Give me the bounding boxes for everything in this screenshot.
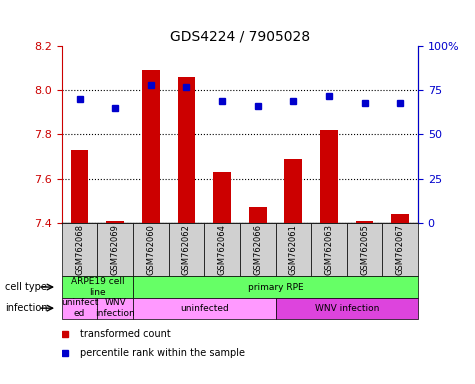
Text: GSM762063: GSM762063 — [324, 224, 333, 275]
Bar — [240, 223, 276, 276]
Bar — [276, 223, 311, 276]
Bar — [204, 223, 240, 276]
Bar — [71, 150, 88, 223]
Text: GSM762068: GSM762068 — [75, 224, 84, 275]
Text: uninfect
ed: uninfect ed — [61, 298, 98, 318]
Bar — [62, 276, 133, 298]
Text: cell type: cell type — [5, 282, 47, 292]
Text: GSM762065: GSM762065 — [360, 224, 369, 275]
Text: GSM762064: GSM762064 — [218, 224, 227, 275]
Text: GSM762061: GSM762061 — [289, 224, 298, 275]
Bar — [169, 223, 204, 276]
Bar — [142, 70, 160, 223]
Text: transformed count: transformed count — [80, 329, 171, 339]
Bar — [391, 214, 409, 223]
Bar — [285, 159, 302, 223]
Bar — [356, 220, 373, 223]
Text: percentile rank within the sample: percentile rank within the sample — [80, 348, 245, 358]
Bar — [178, 77, 195, 223]
Bar — [97, 298, 133, 319]
Bar — [133, 276, 418, 298]
Text: GSM762060: GSM762060 — [146, 224, 155, 275]
Text: GSM762067: GSM762067 — [396, 224, 405, 275]
Text: primary RPE: primary RPE — [247, 283, 304, 291]
Bar — [133, 298, 276, 319]
Bar — [133, 223, 169, 276]
Text: GSM762069: GSM762069 — [111, 224, 120, 275]
Bar — [347, 223, 382, 276]
Text: ARPE19 cell
line: ARPE19 cell line — [71, 277, 124, 297]
Bar — [106, 220, 124, 223]
Bar — [249, 207, 266, 223]
Text: uninfected: uninfected — [180, 304, 228, 313]
Title: GDS4224 / 7905028: GDS4224 / 7905028 — [170, 30, 310, 43]
Bar — [382, 223, 418, 276]
Text: GSM762062: GSM762062 — [182, 224, 191, 275]
Text: infection: infection — [5, 303, 47, 313]
Bar — [276, 298, 418, 319]
Text: GSM762066: GSM762066 — [253, 224, 262, 275]
Text: WNV infection: WNV infection — [314, 304, 379, 313]
Bar — [97, 223, 133, 276]
Bar — [320, 130, 338, 223]
Bar — [62, 298, 97, 319]
Bar — [213, 172, 231, 223]
Text: WNV
infection: WNV infection — [95, 298, 135, 318]
Bar — [62, 223, 97, 276]
Bar — [311, 223, 347, 276]
